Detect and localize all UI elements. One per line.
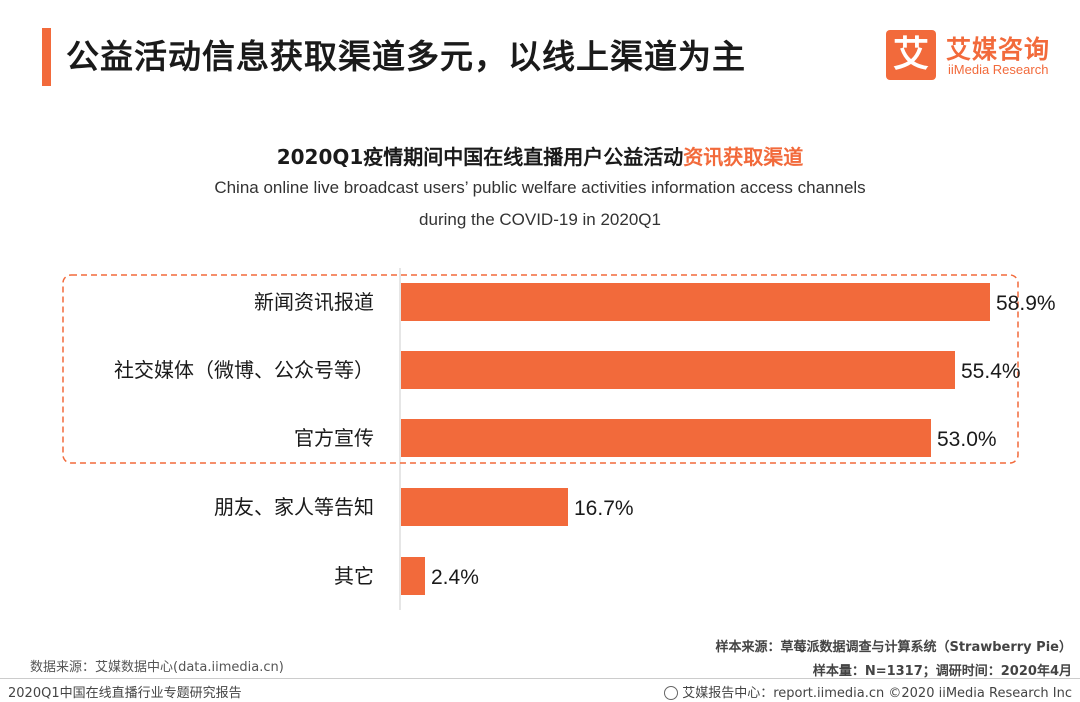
chart-subtitle-en-1: China online live broadcast users’ publi… bbox=[214, 178, 866, 197]
page-title: 公益活动信息获取渠道多元，以线上渠道为主 bbox=[66, 37, 746, 76]
chart-title-main: 2020Q1疫情期间中国在线直播用户公益活动 bbox=[276, 145, 684, 169]
bar bbox=[401, 419, 931, 457]
bar bbox=[401, 557, 425, 595]
highlight-box bbox=[62, 274, 1019, 464]
category-label: 其它 bbox=[334, 564, 374, 588]
data-source: 数据来源：艾媒数据中心(data.iimedia.cn) bbox=[30, 660, 284, 675]
chart-title: 2020Q1疫情期间中国在线直播用户公益活动资讯获取渠道 bbox=[0, 141, 1080, 170]
category-label: 社交媒体（微博、公众号等） bbox=[114, 358, 374, 382]
bar bbox=[401, 488, 568, 526]
value-label: 55.4% bbox=[961, 360, 1021, 383]
logo-cn-text: 艾媒咨询 bbox=[946, 35, 1051, 64]
title-accent-bar bbox=[42, 28, 51, 86]
bar bbox=[401, 283, 990, 321]
footer-divider bbox=[0, 678, 1080, 679]
logo-mark: 艾 bbox=[886, 30, 936, 80]
sample-source: 样本来源：草莓派数据调查与计算系统（Strawberry Pie） bbox=[715, 640, 1072, 655]
value-label: 53.0% bbox=[937, 428, 997, 451]
report-center: 艾媒报告中心：report.iimedia.cn ©2020 iiMedia R… bbox=[664, 682, 1072, 701]
bar bbox=[401, 351, 955, 389]
category-label: 官方宣传 bbox=[294, 426, 374, 450]
chart-title-highlight: 资讯获取渠道 bbox=[683, 145, 804, 169]
value-label: 16.7% bbox=[574, 497, 634, 520]
globe-icon bbox=[664, 686, 679, 700]
logo-en-text: iiMedia Research bbox=[948, 62, 1049, 77]
value-label: 58.9% bbox=[996, 292, 1056, 315]
value-label: 2.4% bbox=[431, 566, 479, 589]
sample-size: 样本量：N=1317；调研时间：2020年4月 bbox=[812, 664, 1072, 679]
chart-subtitle-en-2: during the COVID-19 in 2020Q1 bbox=[419, 210, 661, 229]
iimedia-logo: 艾 艾媒咨询 iiMedia Research bbox=[886, 30, 1066, 82]
report-name: 2020Q1中国在线直播行业专题研究报告 bbox=[8, 686, 242, 701]
category-label: 新闻资讯报道 bbox=[254, 290, 374, 314]
report-center-text: 艾媒报告中心：report.iimedia.cn ©2020 iiMedia R… bbox=[682, 686, 1072, 701]
category-label: 朋友、家人等告知 bbox=[214, 495, 374, 519]
